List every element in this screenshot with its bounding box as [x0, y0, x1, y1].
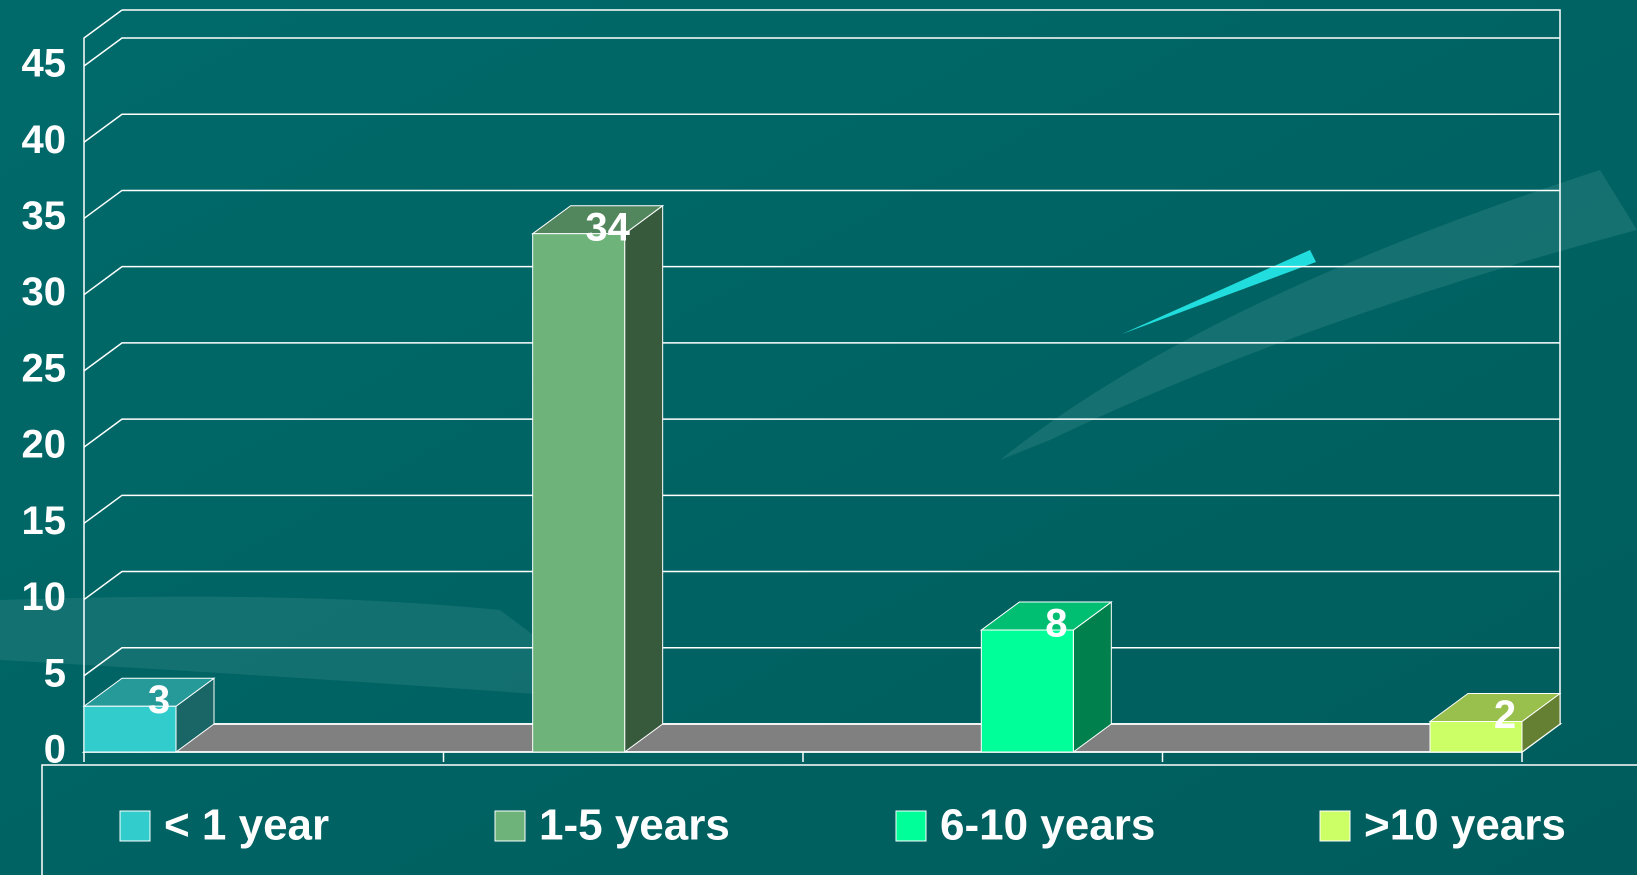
y-tick-label: 15 [22, 499, 67, 543]
y-tick-label: 40 [22, 118, 67, 162]
bar [981, 630, 1073, 752]
legend-swatch [495, 811, 525, 841]
y-tick-label: 35 [22, 194, 67, 238]
y-tick-label: 10 [22, 575, 67, 619]
bar-side [625, 206, 663, 752]
y-tick-label: 30 [22, 270, 67, 314]
value-label: 3 [148, 678, 170, 722]
floor [84, 724, 1560, 752]
y-tick-label: 45 [22, 42, 67, 86]
y-tick-label: 5 [44, 651, 66, 695]
chart: 05101520253035404533482 < 1 year1-5 year… [0, 0, 1637, 875]
y-tick-label: 20 [22, 423, 67, 467]
value-label: 34 [585, 205, 630, 249]
value-label: 2 [1494, 693, 1516, 737]
legend-swatch [1320, 811, 1350, 841]
page: 05101520253035404533482 < 1 year1-5 year… [0, 0, 1637, 875]
y-tick-label: 25 [22, 346, 67, 390]
legend-swatch [120, 811, 150, 841]
legend-label: < 1 year [164, 801, 329, 850]
bar [533, 234, 625, 752]
legend-label: >10 years [1364, 801, 1566, 850]
legend-label: 6-10 years [940, 801, 1155, 850]
value-label: 8 [1045, 602, 1067, 646]
legend-label: 1-5 years [539, 801, 730, 850]
legend-swatch [896, 811, 926, 841]
